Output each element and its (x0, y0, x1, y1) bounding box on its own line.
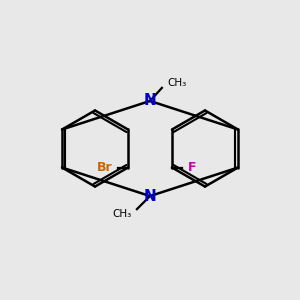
Text: CH₃: CH₃ (112, 209, 132, 220)
Text: Br: Br (97, 161, 112, 174)
Text: N: N (144, 189, 156, 204)
Text: N: N (144, 94, 156, 109)
Text: CH₃: CH₃ (167, 77, 187, 88)
Text: F: F (188, 161, 196, 174)
